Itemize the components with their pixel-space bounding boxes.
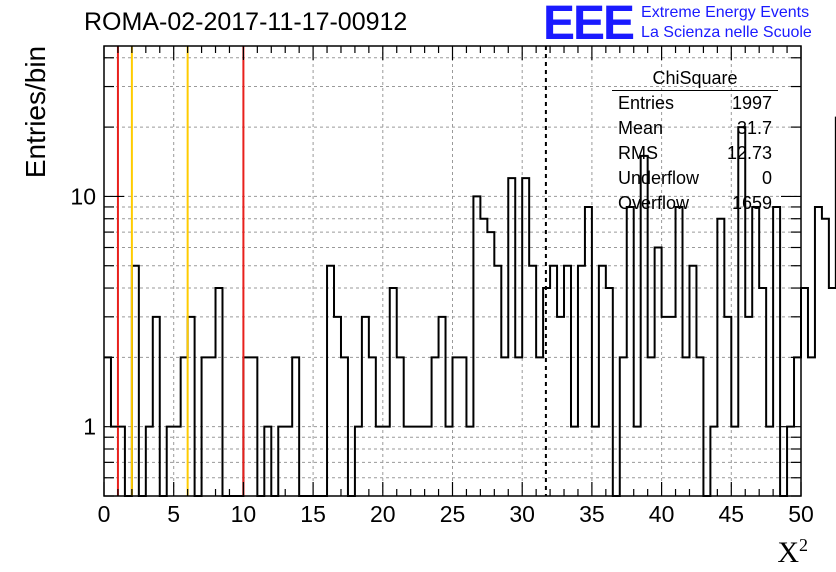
x-tick-label: 15 [300,501,326,527]
stats-value: 1659 [731,193,772,213]
y-tick-label: 1 [83,414,96,440]
stats-box: ChiSquare Entries 1997 Mean 31.7 RMS 12.73 … [612,68,778,216]
x-tick-label: 5 [167,501,180,527]
stats-row-rms: RMS 12.73 [612,141,778,166]
x-tick-label: 10 [231,501,257,527]
x-tick-label: 45 [719,501,745,527]
stats-box-title: ChiSquare [612,68,778,91]
x-tick-label: 30 [509,501,535,527]
stats-row-entries: Entries 1997 [612,91,778,116]
eee-logo-text: Extreme Energy Events La Scienza nelle S… [641,3,812,43]
stats-row-overflow: Overflow 1659 [612,191,778,216]
stats-row-mean: Mean 31.7 [612,116,778,141]
stats-label: Overflow [618,193,690,213]
page-title: ROMA-02-2017-11-17-00912 [84,8,408,36]
eee-logo-mark: EEE [543,0,635,50]
x-tick-label: 25 [440,501,466,527]
x-axis-label-superscript: 2 [799,535,808,555]
stats-label: RMS [618,143,658,163]
stats-value: 12.73 [726,143,772,163]
stats-row-underflow: Underflow 0 [612,166,778,191]
stats-label: Entries [618,93,675,113]
y-tick-label: 10 [70,183,96,209]
logo-line-2: La Scienza nelle Scuole [641,24,812,41]
x-axis-label: X2 [777,535,808,570]
x-axis-label-base: X [777,536,799,569]
stats-value: 0 [761,168,772,188]
logo-line-1: Extreme Energy Events [641,4,810,21]
x-tick-label: 0 [98,501,111,527]
stats-label: Mean [618,118,664,138]
x-tick-label: 40 [649,501,675,527]
stats-label: Underflow [618,168,700,188]
x-tick-label: 20 [370,501,396,527]
stats-value: 1997 [731,93,772,113]
x-tick-label: 50 [788,501,814,527]
stats-value: 31.7 [736,118,772,138]
eee-logo: EEE Extreme Energy Events La Scienza nel… [543,0,812,50]
x-tick-label: 35 [579,501,605,527]
y-axis-label: Entries/bin [20,45,51,179]
